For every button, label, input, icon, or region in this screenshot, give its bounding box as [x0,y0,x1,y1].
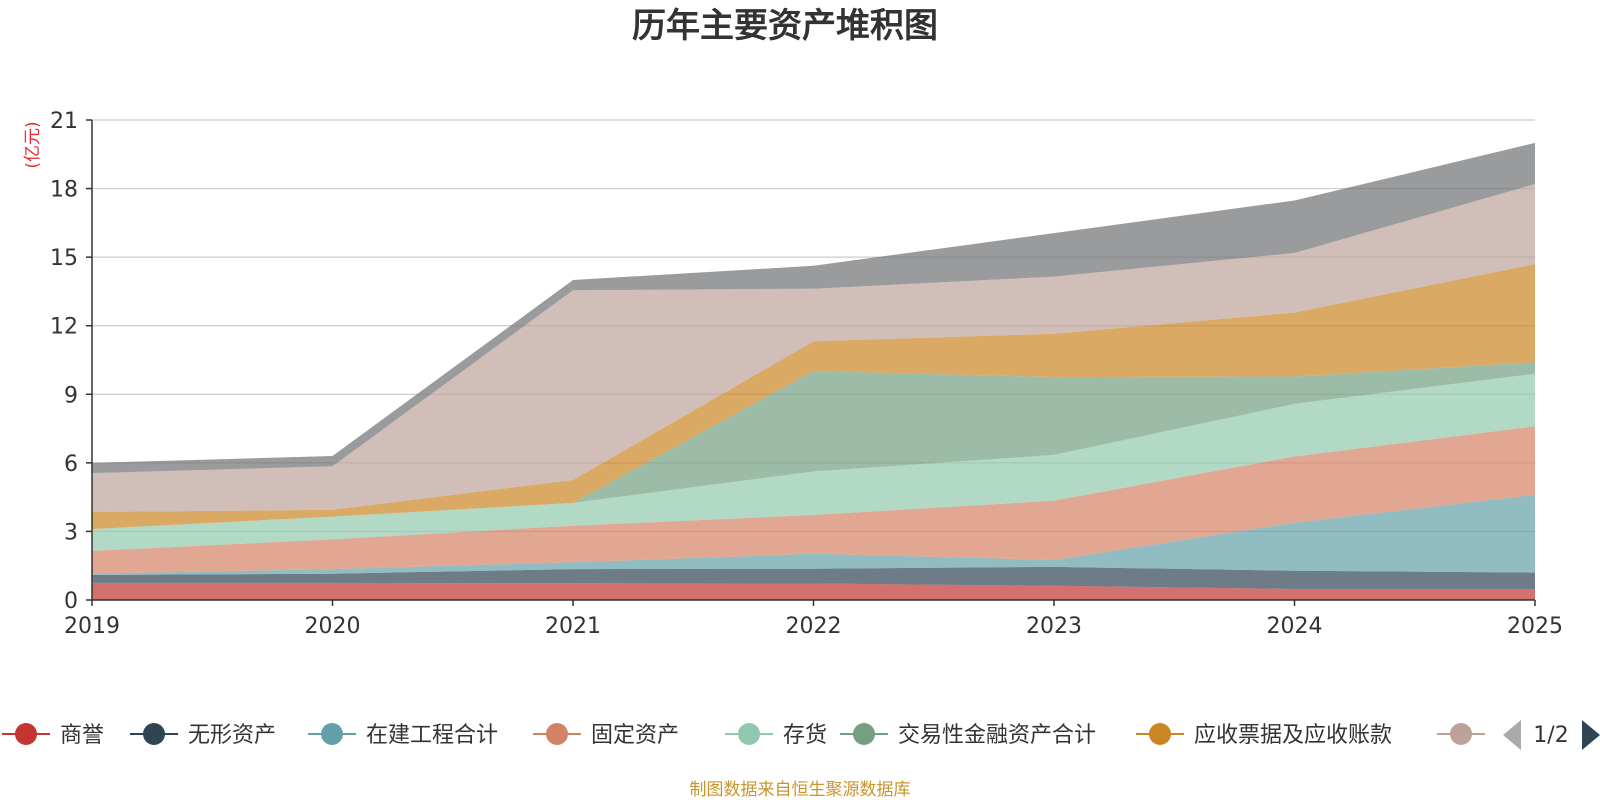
legend-next-icon[interactable] [1582,720,1600,750]
x-tick-label-2025: 2025 [1507,614,1563,639]
legend-label-3: 固定资产 [591,723,679,748]
y-tick-label-0: 0 [64,589,78,614]
legend-marker-7 [1450,723,1472,745]
legend-marker-5 [853,723,875,745]
chart-title: 历年主要资产堆积图 [632,6,938,46]
x-tick-label-2021: 2021 [545,614,601,639]
legend-marker-2 [321,723,343,745]
area-series-6[interactable] [92,264,1535,530]
legend-marker-3 [546,723,568,745]
legend-item-4[interactable]: 存货 [725,723,827,748]
legend-item-1[interactable]: 无形资产 [130,723,276,748]
area-series-0[interactable] [92,582,1535,600]
legend-item-0[interactable]: 商誉 [2,723,104,748]
y-tick-label-6: 6 [64,452,78,477]
legend: 商誉 无形资产 在建工程合计 固定资产 存货 交易性金融资产合计 应收票据及应收账款 [2,723,1485,748]
legend-item-3[interactable]: 固定资产 [533,723,679,748]
legend-item-7[interactable] [1437,723,1485,745]
legend-marker-1 [143,723,165,745]
x-tick-label-2024: 2024 [1267,614,1323,639]
legend-prev-icon[interactable] [1503,720,1521,750]
legend-item-2[interactable]: 在建工程合计 [308,723,498,748]
stacked-areas [92,142,1535,600]
legend-label-2: 在建工程合计 [366,723,498,748]
legend-marker-0 [15,723,37,745]
legend-page-indicator: 1/2 [1533,723,1568,748]
legend-pager: 1/2 [1503,720,1600,750]
area-series-3[interactable] [92,426,1535,574]
area-series-1[interactable] [92,566,1535,589]
legend-label-1: 无形资产 [188,723,276,748]
legend-item-5[interactable]: 交易性金融资产合计 [840,723,1096,748]
axes: 0 3 6 9 12 15 18 21 2019 2020 2021 2022 2023 2024 2025 [50,109,1563,639]
area-series-8[interactable] [92,142,1535,474]
y-tick-label-12: 12 [50,315,78,340]
x-tick-label-2022: 2022 [786,614,842,639]
area-series-2[interactable] [92,494,1535,575]
legend-label-5: 交易性金融资产合计 [898,723,1096,748]
legend-marker-6 [1149,723,1171,745]
y-tick-label-18: 18 [50,178,78,203]
legend-marker-4 [738,723,760,745]
legend-item-6[interactable]: 应收票据及应收账款 [1136,723,1392,748]
y-tick-label-21: 21 [50,109,78,134]
x-tick-label-2023: 2023 [1026,614,1082,639]
area-series-7[interactable] [92,184,1535,512]
y-tick-label-9: 9 [64,383,78,408]
y-tick-label-3: 3 [64,520,78,545]
area-series-5[interactable] [92,362,1535,530]
legend-label-6: 应收票据及应收账款 [1194,723,1392,748]
y-tick-label-15: 15 [50,246,78,271]
area-series-4[interactable] [92,373,1535,551]
x-tick-label-2019: 2019 [64,614,120,639]
x-tick-label-2020: 2020 [305,614,361,639]
y-axis-unit-label: (亿元) [23,121,43,168]
legend-label-4: 存货 [783,723,827,748]
legend-label-0: 商誉 [60,723,104,748]
data-source-note: 制图数据来自恒生聚源数据库 [690,780,911,800]
